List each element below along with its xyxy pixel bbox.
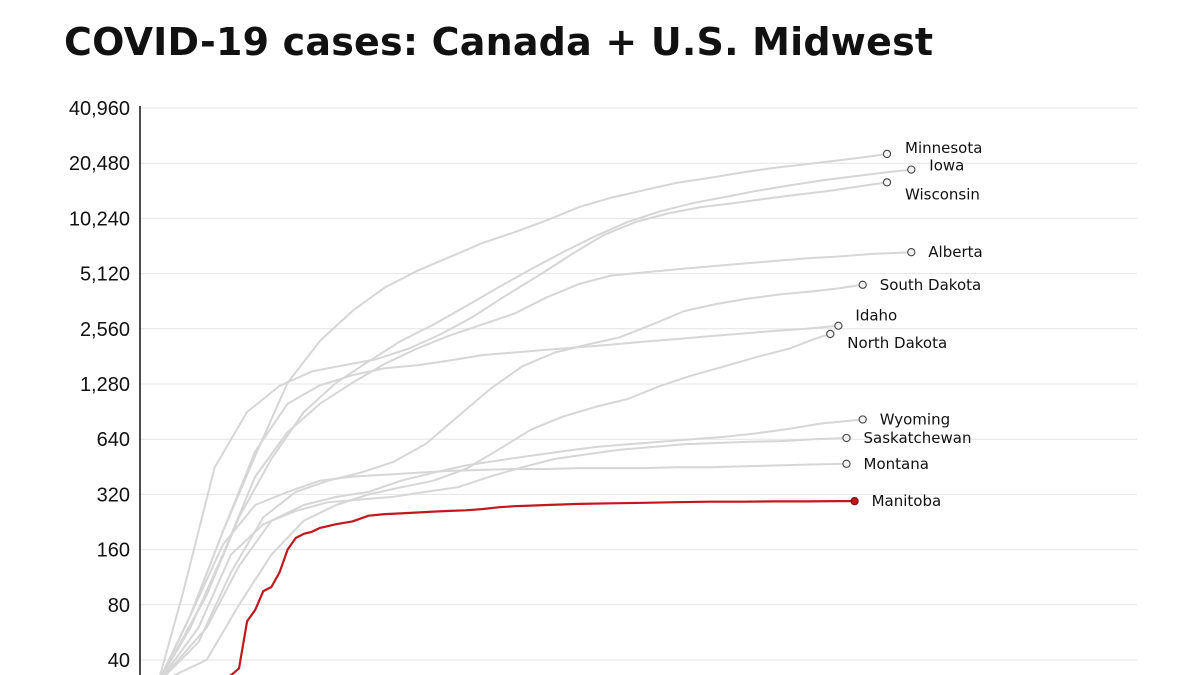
end-marker-wyoming <box>858 415 867 424</box>
series-label-north-dakota: North Dakota <box>847 334 947 352</box>
chart-title: COVID-19 cases: Canada + U.S. Midwest <box>64 20 934 64</box>
end-marker-north-dakota <box>826 329 835 339</box>
series-label-south-dakota: South Dakota <box>880 276 982 294</box>
end-marker-saskatchewan <box>842 433 851 443</box>
y-tick-label-40: 40 <box>108 650 130 672</box>
series-line-minnesota <box>160 153 888 675</box>
end-marker-iowa <box>907 165 916 174</box>
y-tick-label-160: 160 <box>97 540 130 562</box>
end-marker-montana <box>842 459 851 468</box>
y-tick-label-640: 640 <box>97 429 130 451</box>
y-axis-ticks: 40 80 160 320 640 1,280 2,560 5,120 10,240 20,480… <box>69 98 130 672</box>
series-label-wyoming: Wyoming <box>880 410 950 428</box>
series-label-montana: Montana <box>864 455 929 473</box>
end-marker-minnesota <box>882 149 892 159</box>
series-label-iowa: Iowa <box>929 157 964 175</box>
end-marker-idaho <box>834 321 843 330</box>
series-label-saskatchewan: Saskatchewan <box>864 429 972 447</box>
series-line-south-dakota <box>164 283 864 675</box>
series-label-idaho: Idaho <box>855 307 897 325</box>
gridlines <box>140 107 1137 661</box>
y-tick-label-2560: 2,560 <box>80 319 130 341</box>
series-line-saskatchewan <box>162 437 848 675</box>
series-line-alberta <box>161 251 913 675</box>
series-label-alberta: Alberta <box>928 243 982 261</box>
series-label-minnesota: Minnesota <box>905 139 982 157</box>
series-line-idaho <box>160 324 840 675</box>
series-line-montana <box>160 462 848 675</box>
y-tick-label-10240: 10,240 <box>69 208 130 230</box>
y-tick-label-5120: 5,120 <box>80 264 130 286</box>
y-tick-label-320: 320 <box>97 484 130 506</box>
series-line-wisconsin <box>159 181 888 675</box>
end-marker-manitoba <box>850 496 859 506</box>
y-tick-label-1280: 1,280 <box>80 374 130 396</box>
series-lines <box>159 153 913 675</box>
series-label-manitoba: Manitoba <box>872 492 942 510</box>
series-line-north-dakota <box>172 332 832 675</box>
end-marker-wisconsin <box>882 178 892 187</box>
y-tick-label-20480: 20,480 <box>69 153 130 175</box>
series-label-wisconsin: Wisconsin <box>905 185 980 203</box>
series-line-wyoming <box>163 418 864 675</box>
y-tick-label-40960: 40,960 <box>69 98 130 120</box>
end-marker-south-dakota <box>858 280 867 289</box>
end-marker-alberta <box>907 248 916 257</box>
y-tick-label-80: 80 <box>108 595 130 617</box>
series-end-markers <box>826 149 916 506</box>
series-line-iowa <box>161 168 913 675</box>
series-line-manitoba <box>228 500 856 675</box>
